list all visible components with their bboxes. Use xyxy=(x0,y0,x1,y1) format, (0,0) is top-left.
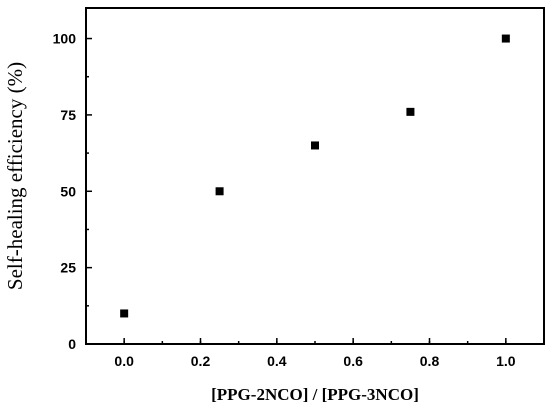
y-tick-label: 50 xyxy=(60,183,76,199)
data-point xyxy=(120,309,129,318)
plot-frame xyxy=(85,7,545,345)
y-axis: 0 25 50 75 100 xyxy=(53,31,92,352)
y-tick-label: 75 xyxy=(60,107,76,123)
x-tick-label: 0.0 xyxy=(114,353,134,369)
data-point xyxy=(501,34,510,43)
y-tick-label: 0 xyxy=(68,336,76,352)
y-tick-label: 25 xyxy=(60,260,76,276)
x-tick-label: 0.8 xyxy=(420,353,440,369)
x-axis-label: [PPG-2NCO] / [PPG-3NCO] xyxy=(211,385,419,404)
x-tick-label: 0.2 xyxy=(191,353,211,369)
data-points xyxy=(120,34,510,318)
x-tick-label: 0.4 xyxy=(267,353,287,369)
data-point xyxy=(311,141,319,150)
y-axis-label: Self-healing efficiency (%) xyxy=(3,62,27,290)
data-point xyxy=(406,107,415,116)
x-tick-label: 0.6 xyxy=(343,353,363,369)
y-tick-label: 100 xyxy=(53,31,77,47)
x-axis: 0.0 0.2 0.4 0.6 0.8 1.0 xyxy=(85,338,545,369)
x-tick-label: 1.0 xyxy=(496,353,516,369)
data-point xyxy=(215,187,224,196)
